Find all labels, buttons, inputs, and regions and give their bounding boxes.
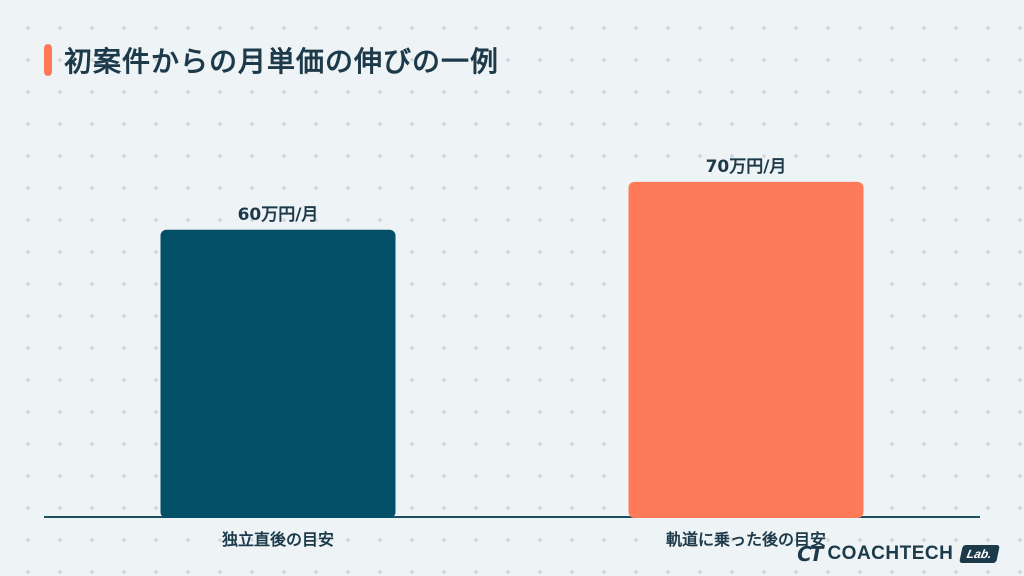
bar-0 — [160, 229, 396, 518]
brand-badge: Lab. — [959, 545, 1000, 563]
brand-name: COACHTECH — [827, 543, 954, 564]
brand-logo: CT COACHTECH Lab. — [797, 542, 1000, 566]
bar-1 — [628, 181, 864, 518]
category-label-0: 独立直後の目安 — [222, 530, 334, 549]
title-accent-bar — [44, 44, 52, 76]
page-title: 初案件からの月単価の伸びの一例 — [64, 45, 500, 78]
brand-mark: CT — [797, 542, 823, 566]
bar-value-label-0: 60万円/月 — [238, 205, 319, 225]
category-label-1: 軌道に乗った後の目安 — [666, 530, 826, 549]
bar-value-label-1: 70万円/月 — [706, 157, 787, 177]
title-block: 初案件からの月単価の伸びの一例 — [44, 40, 499, 80]
